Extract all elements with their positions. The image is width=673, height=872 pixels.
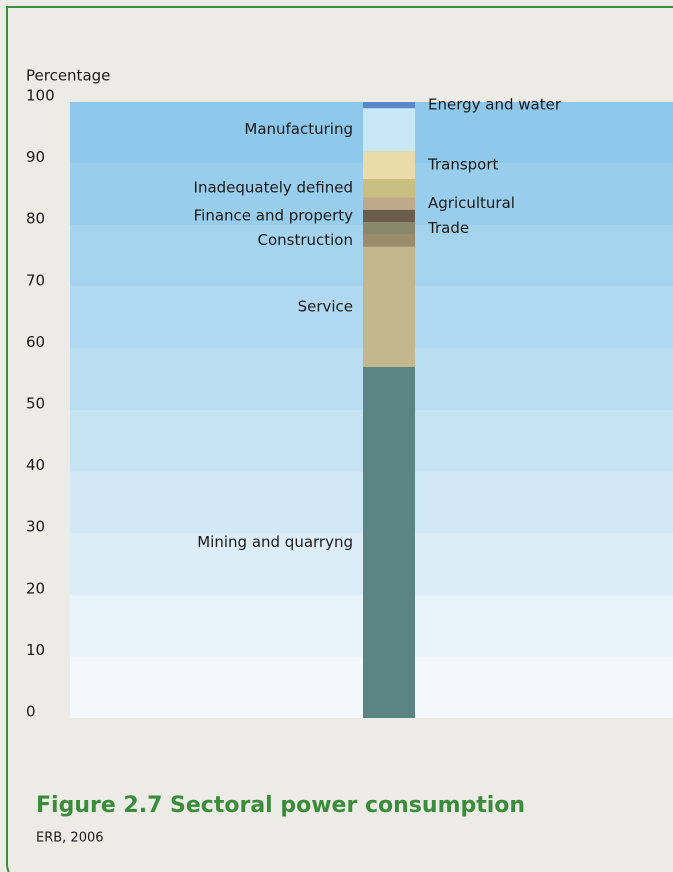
chart-title: Figure 2.7 Sectoral power consumption — [36, 793, 525, 818]
y-axis-label: Percentage — [26, 67, 110, 85]
y-tick-label: 0 — [26, 703, 36, 721]
segment-label: Energy and water — [428, 96, 562, 114]
y-tick-label: 20 — [26, 579, 45, 597]
bar-segment — [363, 222, 415, 235]
bar-segment — [363, 108, 415, 152]
y-tick-label: 70 — [26, 271, 45, 289]
segment-label: Manufacturing — [244, 120, 353, 138]
segment-label: Trade — [427, 219, 469, 237]
y-tick-label: 100 — [26, 87, 55, 105]
y-tick-label: 40 — [26, 456, 45, 474]
y-tick-label: 50 — [26, 395, 45, 413]
bar-segment — [363, 209, 415, 223]
y-tick-label: 60 — [26, 333, 45, 351]
card — [6, 6, 673, 872]
y-tick-label: 80 — [26, 210, 45, 228]
bar-segment — [363, 102, 415, 109]
bar-segment — [363, 246, 415, 367]
segment-label: Finance and property — [194, 206, 353, 224]
segment-label: Transport — [427, 156, 499, 174]
bar-segment — [363, 366, 415, 718]
bar-segment — [363, 151, 415, 179]
y-tick-label: 10 — [26, 641, 45, 659]
bar-segment — [363, 179, 415, 198]
bar-segment — [363, 234, 415, 247]
bar-segment — [363, 197, 415, 210]
segment-label: Mining and quarryng — [197, 533, 353, 551]
segment-label: Inadequately defined — [194, 179, 353, 197]
y-tick-label: 30 — [26, 518, 45, 536]
segment-label: Agricultural — [428, 194, 515, 212]
source: ERB, 2006 — [36, 831, 104, 846]
segment-label: Construction — [257, 231, 353, 249]
y-tick-label: 90 — [26, 148, 45, 166]
segment-label: Service — [298, 297, 353, 315]
